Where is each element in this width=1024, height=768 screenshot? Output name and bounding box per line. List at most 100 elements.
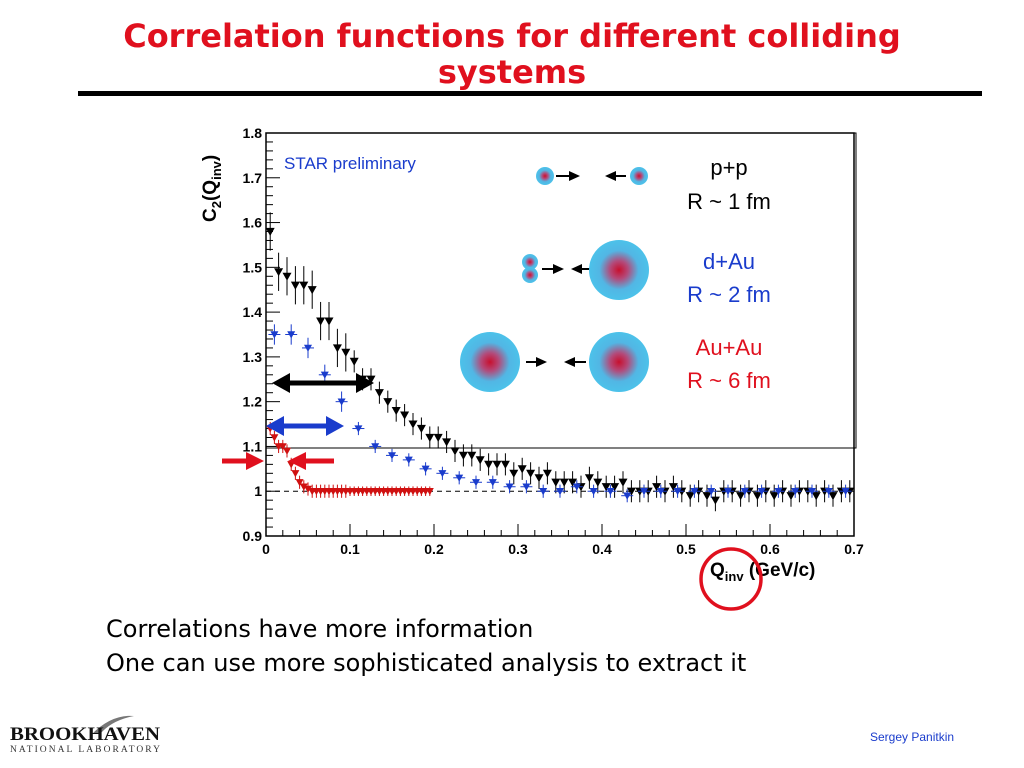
title-divider — [78, 91, 982, 96]
data-point — [295, 479, 304, 487]
data-point — [673, 488, 682, 496]
x-tick-label: 0.7 — [844, 541, 864, 557]
data-point — [291, 470, 300, 478]
y-tick-label: 1.3 — [243, 349, 263, 365]
logo-swoosh — [92, 715, 134, 734]
y-axis-label: C2(Qinv) — [200, 155, 224, 222]
y-tick-label: 1.4 — [243, 304, 263, 320]
arrow-right-icon — [536, 357, 547, 367]
data-point — [811, 492, 821, 501]
data-point — [438, 470, 447, 478]
y-axis-label-close: ) — [200, 155, 221, 161]
data-point — [404, 456, 413, 464]
proton-ball-right — [630, 167, 648, 185]
data-point — [568, 478, 578, 487]
data-point — [702, 492, 712, 501]
y-tick-label: 1.6 — [243, 215, 263, 231]
x-tick-label: 0.3 — [508, 541, 528, 557]
x-axis-label-rest: (GeV/c) — [744, 560, 816, 581]
data-point — [752, 492, 762, 501]
width-arrow-dau — [266, 416, 344, 436]
data-point — [455, 474, 464, 482]
data-point — [736, 492, 746, 501]
data-point — [270, 434, 279, 442]
data-point — [593, 478, 603, 487]
data-point — [472, 479, 480, 487]
data-point — [724, 488, 732, 496]
width-arrow-auau-right — [288, 452, 334, 470]
data-point — [626, 487, 636, 496]
deuteron-ball-top — [522, 254, 538, 270]
data-point — [740, 488, 749, 496]
data-point — [337, 398, 346, 406]
data-point — [299, 281, 309, 290]
data-point — [623, 492, 632, 500]
y-axis-label-sub1: 2 — [209, 201, 224, 208]
data-point — [509, 469, 519, 478]
data-point — [606, 488, 615, 496]
arrow-left-icon — [605, 171, 616, 181]
data-point — [488, 479, 497, 487]
y-tick-label: 1.5 — [243, 259, 263, 275]
data-point — [371, 443, 380, 451]
arrow-left-icon — [564, 357, 575, 367]
data-point — [391, 407, 401, 416]
data-point — [542, 469, 552, 478]
watermark-star-preliminary: STAR preliminary — [284, 154, 416, 173]
data-point — [304, 344, 312, 352]
y-tick-label: 1.7 — [243, 170, 263, 186]
system-dau-name: d+Au — [703, 249, 755, 274]
data-point — [640, 488, 648, 496]
width-arrow-auau-left — [222, 452, 264, 470]
data-point — [467, 451, 477, 460]
collision-dau — [522, 240, 649, 300]
data-point — [539, 488, 548, 496]
x-axis-label-sub: inv — [725, 569, 745, 584]
y-tick-label: 1 — [254, 483, 262, 499]
system-auau-name: Au+Au — [696, 335, 763, 360]
data-point — [707, 488, 716, 496]
data-point — [690, 488, 699, 496]
gold-ball-right — [589, 332, 649, 392]
plot-inner-frame — [265, 132, 857, 449]
data-point — [366, 375, 376, 384]
collision-auau — [460, 332, 649, 392]
y-tick-label: 1.8 — [243, 125, 263, 141]
y-axis-label-paren: (Q — [200, 180, 221, 201]
data-point — [458, 451, 468, 460]
arrow-right-icon — [553, 264, 564, 274]
data-point — [484, 460, 494, 469]
brookhaven-logo: BROOKHAVEN NATIONAL LABORATORY — [10, 715, 160, 755]
data-point — [517, 465, 527, 474]
data-point — [589, 488, 598, 496]
y-axis-label-sub2: inv — [209, 160, 224, 180]
data-point — [354, 425, 363, 433]
data-point — [287, 331, 296, 339]
data-point — [299, 483, 308, 491]
data-point — [341, 348, 351, 357]
data-point — [522, 483, 531, 491]
data-point — [769, 492, 779, 501]
data-point — [400, 411, 410, 420]
data-point — [774, 488, 783, 496]
system-pp-radius: R ~ 1 fm — [687, 189, 771, 214]
system-auau-radius: R ~ 6 fm — [687, 368, 771, 393]
slide-title-line2: systems — [437, 53, 587, 91]
slide-title-line1: Correlation functions for different coll… — [123, 17, 901, 55]
data-point — [290, 281, 300, 290]
x-tick-label: 0.4 — [592, 541, 612, 557]
series-dau — [268, 324, 852, 503]
y-tick-label: 1.1 — [243, 438, 263, 454]
x-tick-label: 0.6 — [760, 541, 780, 557]
data-point — [274, 268, 284, 277]
data-point — [442, 438, 452, 447]
data-point — [425, 433, 435, 442]
data-point — [282, 272, 292, 281]
collision-pp — [536, 167, 648, 185]
x-tick-labels: 0 0.1 0.2 0.3 0.4 0.5 0.6 0.7 — [262, 541, 864, 557]
data-point — [270, 331, 279, 339]
system-pp-name: p+p — [710, 155, 747, 180]
data-point — [383, 398, 393, 407]
author-name: Sergey Panitkin — [870, 730, 955, 744]
